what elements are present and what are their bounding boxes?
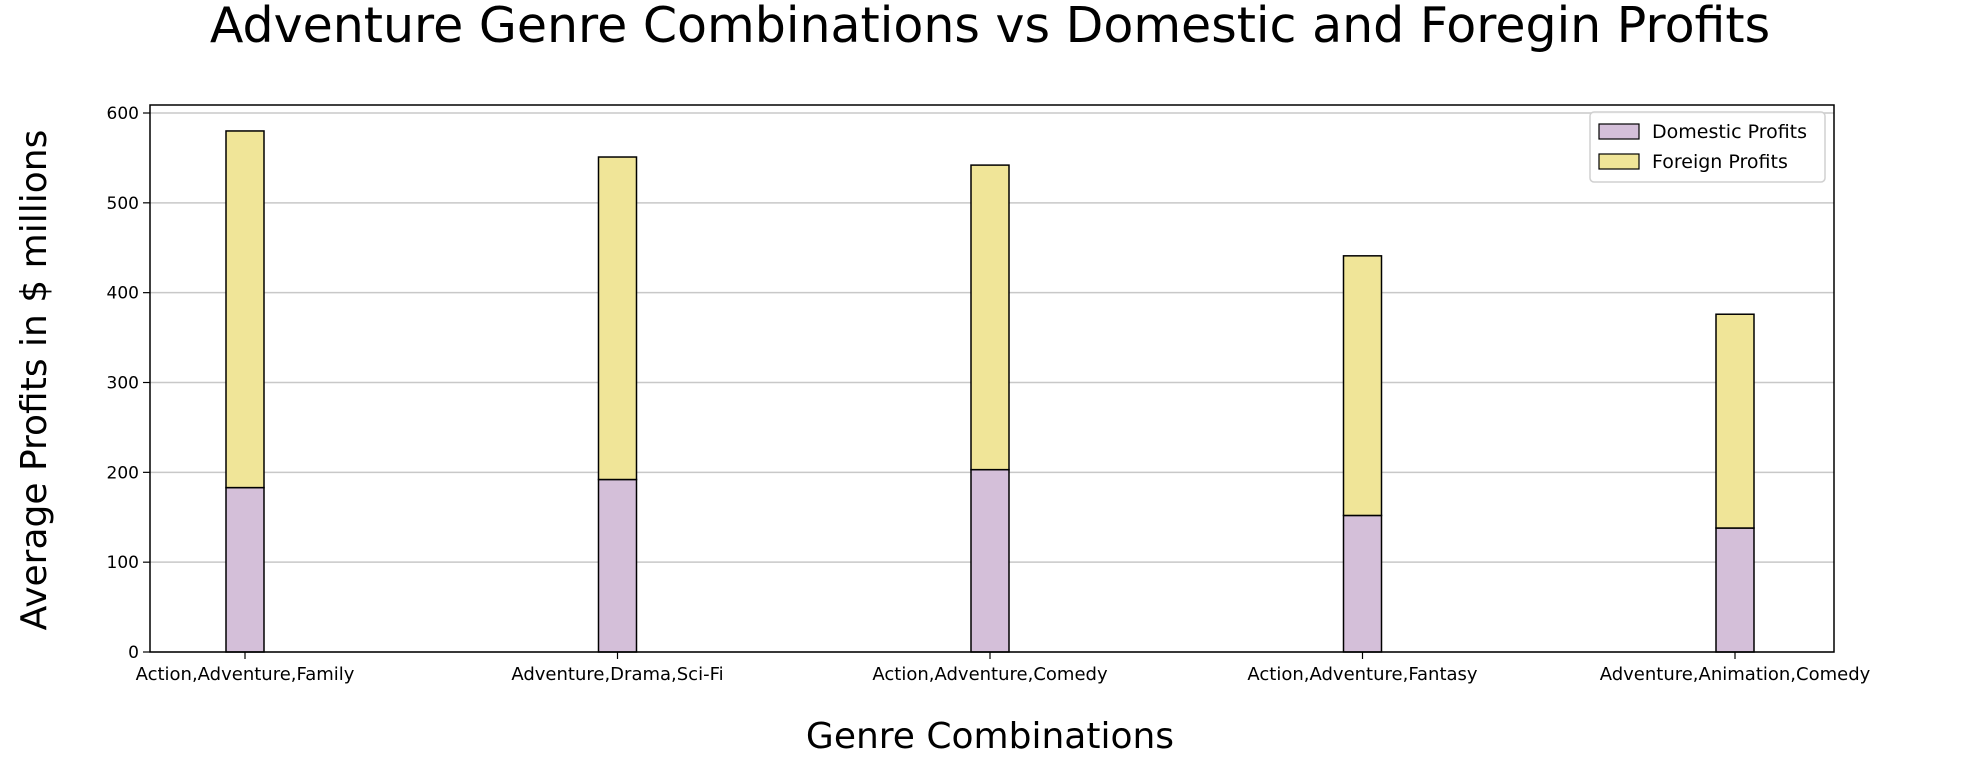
bar-foreign xyxy=(225,130,265,489)
chart-title: Adventure Genre Combinations vs Domestic… xyxy=(210,0,1770,54)
legend-swatch xyxy=(1598,153,1640,170)
y-tick-label: 200 xyxy=(107,463,139,483)
x-tick-label: Action,Adventure,Fantasy xyxy=(1247,664,1478,685)
x-axis-label: Genre Combinations xyxy=(806,716,1174,757)
bar-foreign xyxy=(597,156,638,481)
bar-domestic xyxy=(225,486,265,653)
x-tick-label: Action,Adventure,Family xyxy=(136,664,355,685)
plot-frame xyxy=(149,104,1835,653)
legend: Domestic Profits Foreign Profits xyxy=(1589,111,1826,183)
x-tick-label: Adventure,Animation,Comedy xyxy=(1600,664,1871,685)
bar-domestic xyxy=(970,468,1010,653)
y-axis-ticks: 0 100 200 300 400 500 600 xyxy=(107,104,150,663)
bar-domestic xyxy=(1342,514,1383,653)
bar-foreign xyxy=(1342,255,1383,517)
x-tick-label: Adventure,Drama,Sci-Fi xyxy=(511,664,723,685)
bar-foreign xyxy=(970,164,1010,471)
y-tick-label: 300 xyxy=(107,374,139,394)
legend-frame xyxy=(1589,111,1826,183)
legend-label: Foreign Profits xyxy=(1652,151,1788,173)
x-tick-label: Action,Adventure,Comedy xyxy=(872,664,1108,685)
y-tick-label: 500 xyxy=(107,194,139,214)
y-tick-label: 100 xyxy=(107,553,139,573)
y-tick-label: 600 xyxy=(107,104,139,124)
legend-swatch xyxy=(1598,123,1640,140)
y-tick-label: 0 xyxy=(128,643,139,663)
x-axis-ticks: Action,Adventure,Family Adventure,Drama,S… xyxy=(136,652,1871,685)
y-axis-label: Average Profits in $ millions xyxy=(14,130,55,631)
bars xyxy=(225,130,1755,653)
bar-domestic xyxy=(1715,527,1755,653)
legend-label: Domestic Profits xyxy=(1652,121,1807,143)
y-tick-label: 400 xyxy=(107,284,139,304)
bar-foreign xyxy=(1715,313,1755,529)
bar-domestic xyxy=(597,478,638,653)
